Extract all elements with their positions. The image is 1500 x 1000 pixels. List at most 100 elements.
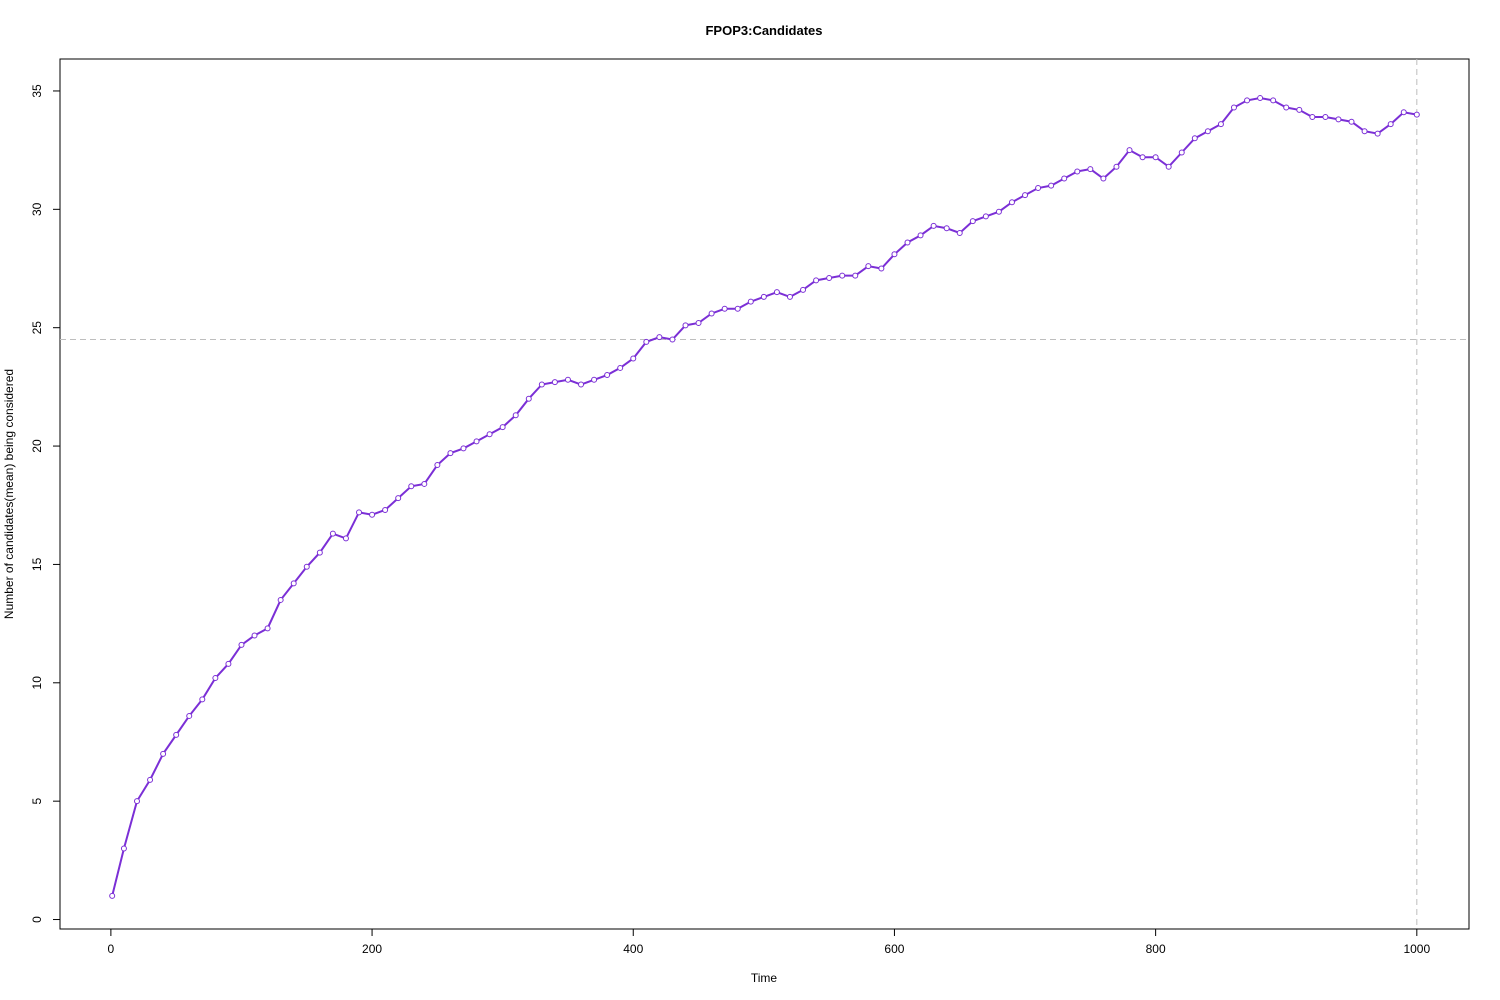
data-point <box>316 549 323 556</box>
data-point <box>1022 192 1029 199</box>
data-point <box>1087 166 1094 173</box>
data-point <box>382 506 389 513</box>
data-point <box>447 450 454 457</box>
data-point <box>1387 121 1394 128</box>
data-point <box>1257 95 1264 102</box>
x-tick-label: 1000 <box>1403 942 1430 956</box>
data-point <box>486 431 493 438</box>
data-point <box>800 286 807 293</box>
data-point <box>525 395 532 402</box>
data-point <box>839 272 846 279</box>
x-tick-label: 400 <box>623 942 643 956</box>
data-point <box>564 376 571 383</box>
data-point <box>826 274 833 281</box>
data-point <box>225 660 232 667</box>
data-point <box>773 289 780 296</box>
data-point <box>943 225 950 232</box>
data-point <box>434 462 441 468</box>
data-point <box>878 265 885 272</box>
data-point <box>747 298 754 305</box>
y-tick-label: 5 <box>30 798 44 805</box>
data-point <box>1335 116 1342 123</box>
data-point <box>969 218 976 225</box>
data-point <box>1048 182 1055 189</box>
data-point <box>1008 199 1015 206</box>
data-point <box>1348 118 1355 125</box>
data-point <box>1244 97 1251 104</box>
data-point <box>865 263 872 270</box>
y-tick-label: 10 <box>30 676 44 690</box>
data-point <box>1113 163 1120 170</box>
data-point <box>499 424 506 431</box>
data-point <box>643 338 650 345</box>
data-point <box>473 438 480 445</box>
data-point <box>1152 154 1159 161</box>
data-point <box>1400 109 1407 116</box>
data-point <box>956 230 963 236</box>
data-point <box>1126 147 1133 154</box>
data-point <box>982 213 989 220</box>
data-point <box>669 336 676 343</box>
data-point <box>617 364 624 371</box>
data-point <box>917 232 924 239</box>
y-axis-label: Number of candidates(mean) being conside… <box>2 369 16 619</box>
data-point <box>1100 175 1107 182</box>
data-point <box>460 445 467 452</box>
x-tick-label: 200 <box>362 942 382 956</box>
data-point <box>1413 111 1420 118</box>
data-point <box>160 750 167 757</box>
data-point <box>656 334 663 341</box>
plot-frame <box>59 58 1470 930</box>
data-point <box>1204 128 1211 135</box>
data-point <box>786 293 793 300</box>
y-tick-label: 35 <box>30 84 44 98</box>
data-point <box>538 381 545 388</box>
x-tick-label: 0 <box>108 942 115 956</box>
y-tick-label: 30 <box>30 202 44 216</box>
data-point <box>303 563 310 570</box>
data-point <box>734 305 741 312</box>
data-point <box>408 483 415 490</box>
data-point <box>199 696 206 703</box>
data-point <box>1035 185 1042 192</box>
data-point <box>395 495 402 502</box>
data-point <box>760 293 767 300</box>
data-point <box>1191 135 1198 142</box>
data-point <box>133 798 140 805</box>
data-point <box>604 372 611 379</box>
data-point <box>356 509 363 516</box>
chart-title: FPOP3:Candidates <box>705 23 822 38</box>
data-point <box>682 322 689 329</box>
data-point <box>578 381 585 388</box>
data-point <box>1283 104 1290 111</box>
data-point <box>1309 114 1316 120</box>
data-point <box>630 355 637 362</box>
y-tick-label: 20 <box>30 439 44 453</box>
data-point <box>721 305 728 312</box>
data-point <box>695 319 702 326</box>
data-point <box>930 222 937 229</box>
data-point <box>995 208 1002 215</box>
data-point <box>852 272 859 279</box>
data-point <box>238 641 245 648</box>
data-point <box>264 625 271 632</box>
data-point <box>329 530 336 537</box>
y-tick-label: 25 <box>30 321 44 335</box>
data-point <box>251 632 258 639</box>
data-point <box>1270 97 1277 104</box>
data-point <box>904 239 911 246</box>
y-tick-label: 15 <box>30 557 44 571</box>
data-point <box>369 511 376 518</box>
data-point <box>186 712 193 719</box>
x-tick-label: 600 <box>884 942 904 956</box>
data-point <box>421 480 428 487</box>
data-point <box>277 596 284 603</box>
data-point <box>1074 168 1081 175</box>
x-tick-label: 800 <box>1146 942 1166 956</box>
data-point <box>212 675 219 682</box>
data-point <box>147 776 154 783</box>
data-point <box>591 376 598 383</box>
data-point <box>173 731 180 738</box>
